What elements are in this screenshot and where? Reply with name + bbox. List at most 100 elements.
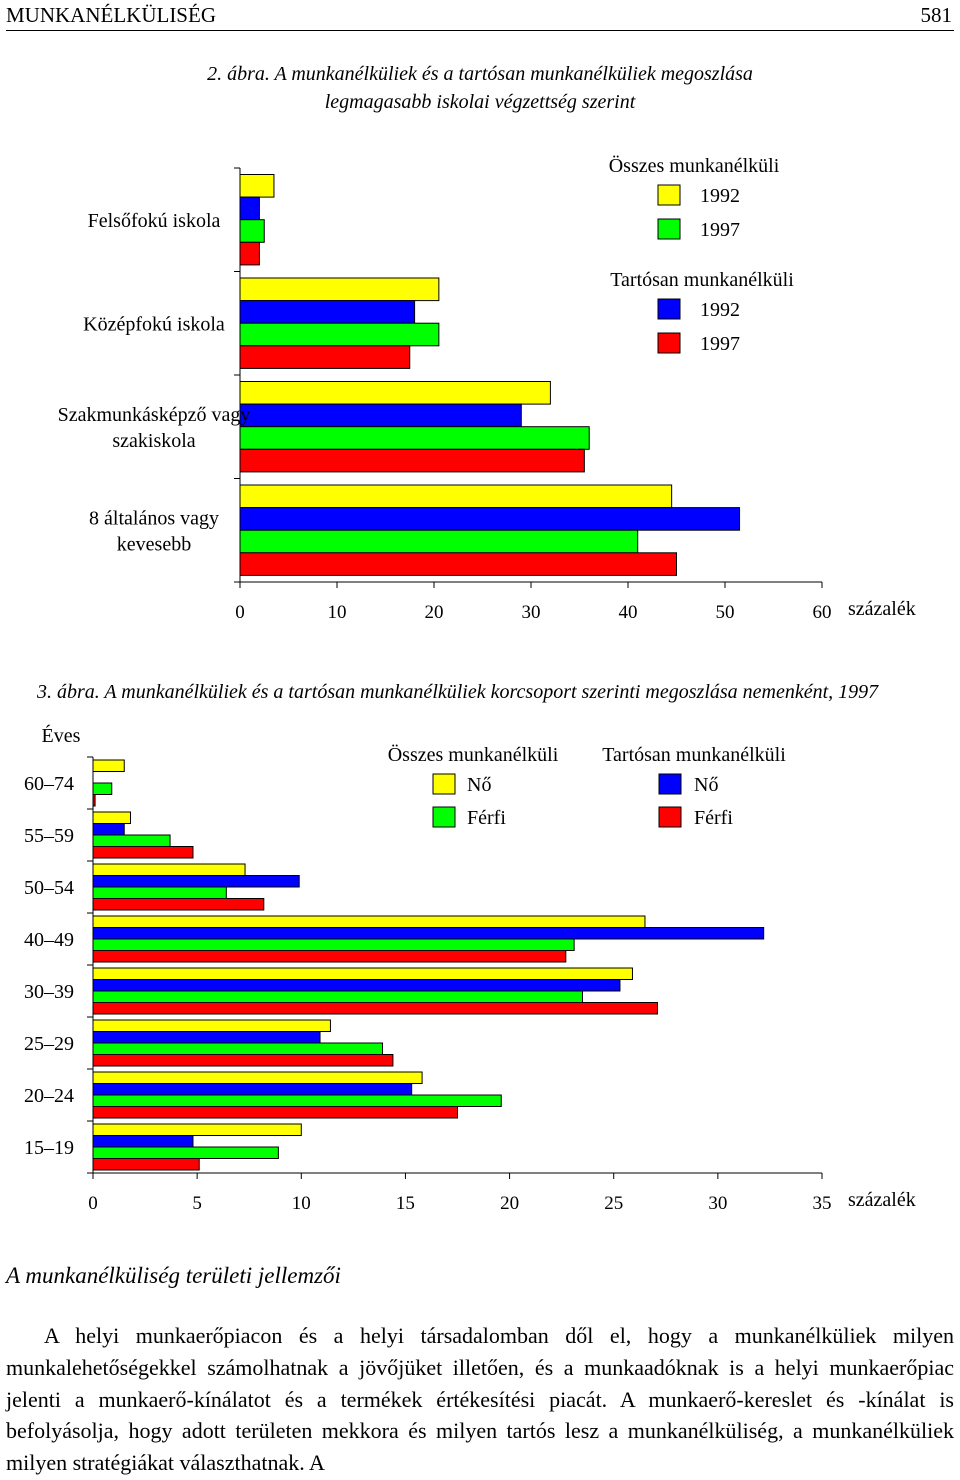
bar [92, 1083, 413, 1096]
category-label: Szakmunkásképző vagy [58, 404, 251, 426]
category-label: 20–24 [24, 1085, 74, 1107]
bar [239, 345, 411, 369]
category-label: Felsőfokú iskola [88, 210, 221, 232]
legend-group-title: Tartósan munkanélküli [610, 269, 794, 291]
running-header: MUNKANÉLKÜLISÉG 581 [6, 2, 954, 31]
x-tick-label: 10 [292, 1193, 311, 1214]
legend-swatch [658, 806, 682, 828]
legend-label: Nő [467, 774, 491, 796]
bar [239, 241, 260, 266]
category-label: 40–49 [24, 929, 74, 951]
legend-label: 1992 [700, 185, 740, 207]
bar [239, 507, 741, 531]
bar [239, 552, 677, 576]
category-label: 15–19 [24, 1137, 74, 1159]
x-tick-label: 35 [813, 1193, 832, 1214]
legend-group-title: Tartósan munkanélküli [602, 744, 786, 766]
bar [92, 927, 765, 940]
bar [92, 979, 621, 992]
x-tick-label: 30 [708, 1193, 727, 1214]
bar [92, 1094, 502, 1107]
x-tick-label: 0 [235, 602, 245, 623]
bar [92, 823, 125, 836]
bar [239, 448, 585, 473]
category-label: 50–54 [24, 877, 74, 899]
bar [239, 529, 639, 554]
figure-3-age-chart: 0 5 10 15 20 25 30 35 százalék 60–74 55–59 50–54 40–… [24, 724, 916, 1214]
x-tick-label: 0 [88, 1193, 98, 1214]
bar [92, 938, 575, 951]
figure-3-caption: 3. ábra. A munkanélküliek és a tartósan … [37, 678, 937, 706]
category-label: Középfokú iskola [83, 313, 225, 335]
x-tick-label: 5 [192, 1193, 202, 1214]
category-label: 25–29 [24, 1033, 74, 1055]
legend-label: Férfi [467, 807, 506, 829]
category-label: szakiskola [112, 430, 195, 452]
bar [92, 1123, 302, 1136]
x-tick-label: 60 [813, 602, 832, 623]
legend-swatch [432, 773, 456, 795]
bar [92, 1031, 321, 1044]
x-tick-label: 40 [619, 602, 638, 623]
figure-2-caption-line: 2. ábra. A munkanélküliek és a tartósan … [207, 63, 753, 85]
section-heading: A munkanélküliség területi jellemzői [6, 1263, 341, 1288]
bar [239, 381, 551, 405]
bar [239, 219, 265, 243]
x-tick-label: 10 [328, 602, 347, 623]
bar [92, 967, 633, 980]
legend-swatch [658, 773, 682, 795]
bar [92, 1054, 394, 1067]
legend-label: Férfi [694, 807, 733, 829]
x-tick-label: 30 [522, 602, 541, 623]
legend-swatch [657, 332, 681, 354]
bar [239, 196, 260, 221]
legend-label: Nő [694, 774, 718, 796]
legend-label: 1992 [700, 299, 740, 321]
legend-swatch [432, 806, 456, 828]
bar [92, 782, 113, 795]
bar [239, 277, 440, 302]
figure-3-caption-line: 3. ábra. A munkanélküliek és a tartósan … [37, 681, 879, 703]
x-tick-label: 20 [500, 1193, 519, 1214]
bar [92, 863, 246, 876]
legend-group-title: Összes munkanélküli [609, 154, 780, 177]
bar [92, 1071, 423, 1084]
x-axis-label: százalék [848, 598, 916, 620]
bar [92, 1106, 458, 1119]
bar [92, 1019, 331, 1032]
bar [239, 322, 440, 347]
x-tick-label: 25 [604, 1193, 623, 1214]
body-paragraph: A helyi munkaerőpiacon és a helyi társad… [6, 1323, 954, 1476]
bar [92, 1002, 658, 1015]
bar [239, 300, 416, 324]
bar [239, 174, 275, 198]
category-label: 30–39 [24, 981, 74, 1003]
legend-label: 1997 [700, 219, 740, 241]
legend-label: 1997 [700, 333, 740, 355]
bar [92, 950, 567, 963]
x-tick-label: 20 [425, 602, 444, 623]
legend-swatch [657, 184, 681, 206]
category-label: kevesebb [117, 533, 191, 555]
bar [92, 990, 583, 1003]
bar [92, 794, 96, 807]
x-axis-label: százalék [848, 1189, 916, 1211]
bar [92, 886, 227, 899]
bar [92, 1135, 194, 1148]
bar [92, 915, 646, 928]
bar [92, 759, 125, 772]
bar [92, 1042, 384, 1055]
legend-group-title: Összes munkanélküli [388, 743, 559, 766]
bar [239, 426, 590, 450]
figure-2-education-chart: 0 10 20 30 40 50 60 százalék Felsőfokú iskola Köz… [58, 154, 916, 623]
y-axis-label: Éves [42, 724, 81, 747]
bar [239, 484, 673, 509]
figure-2-caption-line: legmagasabb iskolai végzettség szerint [324, 91, 636, 113]
bar [92, 846, 194, 859]
category-label: 55–59 [24, 825, 74, 847]
bar [92, 834, 171, 847]
legend-swatch [657, 298, 681, 320]
running-header-title: MUNKANÉLKÜLISÉG [6, 3, 216, 27]
category-label: 8 általános vagy [89, 507, 219, 529]
page-number: 581 [920, 3, 953, 27]
